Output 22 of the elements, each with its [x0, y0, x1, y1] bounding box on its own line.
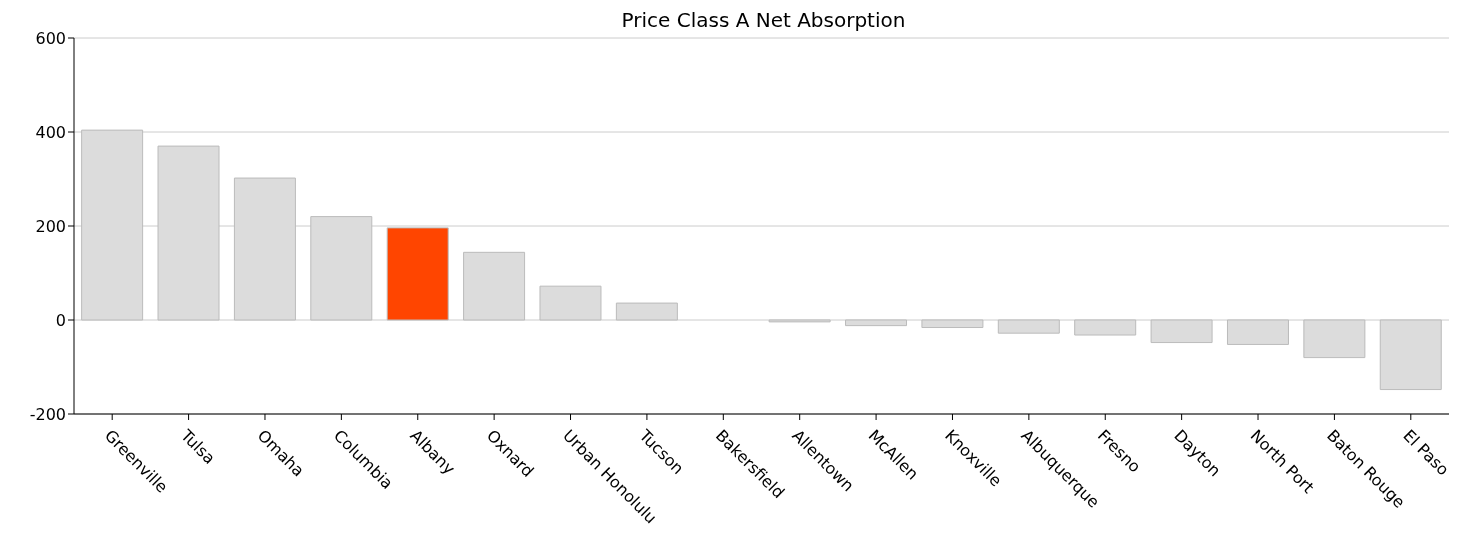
y-tick-label: 600 [35, 28, 66, 48]
bar [310, 216, 373, 321]
bar [615, 302, 678, 321]
bar [1379, 319, 1442, 391]
bar [386, 227, 449, 321]
bar [1226, 319, 1289, 345]
y-tick-label: 0 [55, 310, 66, 330]
bar [539, 285, 602, 321]
chart-title: Price Class A Net Absorption [621, 8, 906, 32]
bar [1074, 319, 1137, 336]
bar [157, 145, 220, 321]
y-tick-label: 400 [35, 122, 66, 142]
bar [463, 251, 526, 321]
bar [81, 129, 144, 321]
bar [997, 319, 1060, 334]
bar [921, 319, 984, 329]
bar [1303, 319, 1366, 359]
y-tick-label: -200 [29, 404, 66, 424]
y-tick-label: 200 [35, 216, 66, 236]
bar [845, 319, 908, 327]
bar [233, 177, 296, 321]
bar [1150, 319, 1213, 344]
